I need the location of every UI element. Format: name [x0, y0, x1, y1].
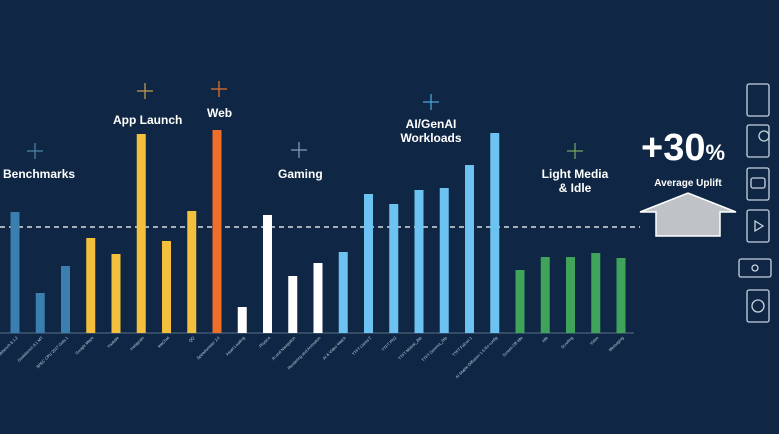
bar — [187, 211, 197, 333]
x-tick-label: Asset Loading — [224, 335, 245, 356]
x-tick-label: Physics — [258, 335, 271, 348]
side-icons — [738, 83, 772, 323]
group-label: AI/GenAI Workloads — [400, 117, 461, 145]
x-tick-label: TTFT Gemma_2tip — [421, 335, 449, 363]
x-tick-label: WeChat — [156, 335, 170, 349]
bar — [61, 266, 70, 333]
x-tick-label: Youtube — [106, 335, 120, 349]
bar — [136, 134, 146, 333]
headline-caption: Average Uplift — [654, 178, 722, 189]
bar — [389, 204, 399, 333]
bar — [288, 276, 298, 333]
x-tick-label: TTFT Mixtral_2tip — [397, 335, 423, 361]
bar — [490, 133, 500, 333]
bar — [591, 253, 601, 333]
group-label: Web — [207, 106, 232, 120]
x-tick-label: AI Stable Diffusion 1.5 No config — [454, 335, 498, 379]
bar — [465, 165, 474, 333]
group-label: Gaming — [278, 167, 323, 181]
bar — [566, 257, 575, 333]
headline: +30% — [641, 127, 725, 169]
bar — [540, 257, 550, 333]
bar — [515, 270, 525, 333]
x-tick-label: AI and Navigation — [271, 335, 297, 361]
x-tick-label: Idle — [541, 335, 550, 344]
x-tick-label: Speedometer 2.0 — [195, 335, 221, 361]
x-tick-label: Google Maps — [74, 335, 94, 355]
up-arrow — [639, 192, 737, 237]
bar — [313, 263, 323, 333]
x-tick-label: AI & Video Watch — [321, 335, 347, 361]
group-label: App Launch — [113, 113, 182, 127]
x-tick-label: Geekbench 6.1.2 — [0, 335, 19, 361]
bar — [86, 238, 96, 333]
bar — [212, 130, 222, 333]
x-tick-label: Geekbench 6.1 MT — [16, 335, 44, 363]
bar — [10, 212, 20, 333]
bar — [338, 252, 348, 333]
x-tick-label: Screen Off Idle — [501, 335, 524, 358]
bar — [616, 258, 626, 333]
bar — [263, 215, 272, 333]
crosshair-icons — [27, 81, 583, 159]
bar — [237, 307, 247, 333]
bar — [111, 254, 121, 333]
group-label: Light Media & Idle — [542, 167, 609, 195]
bar — [364, 194, 373, 333]
x-tick-label: Scrolling — [560, 335, 574, 349]
bar — [162, 241, 171, 333]
x-tick-label: TTFT Falcon 1 — [451, 335, 474, 358]
bar — [439, 188, 449, 333]
x-tick-label: QQ — [188, 335, 196, 343]
x-tick-label: TTFT Llama 2 — [351, 335, 373, 357]
x-tick-label: Instagram — [129, 335, 146, 352]
x-tick-label: TTFT Phi2 — [381, 335, 398, 352]
x-tick-label: Video — [589, 335, 600, 346]
bar — [35, 293, 45, 333]
x-tick-label: Messaging — [607, 335, 624, 352]
group-label: Benchmarks — [3, 167, 75, 181]
bar — [414, 190, 424, 333]
